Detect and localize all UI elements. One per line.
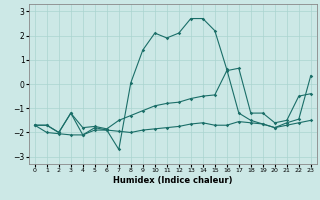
X-axis label: Humidex (Indice chaleur): Humidex (Indice chaleur) [113, 176, 233, 185]
